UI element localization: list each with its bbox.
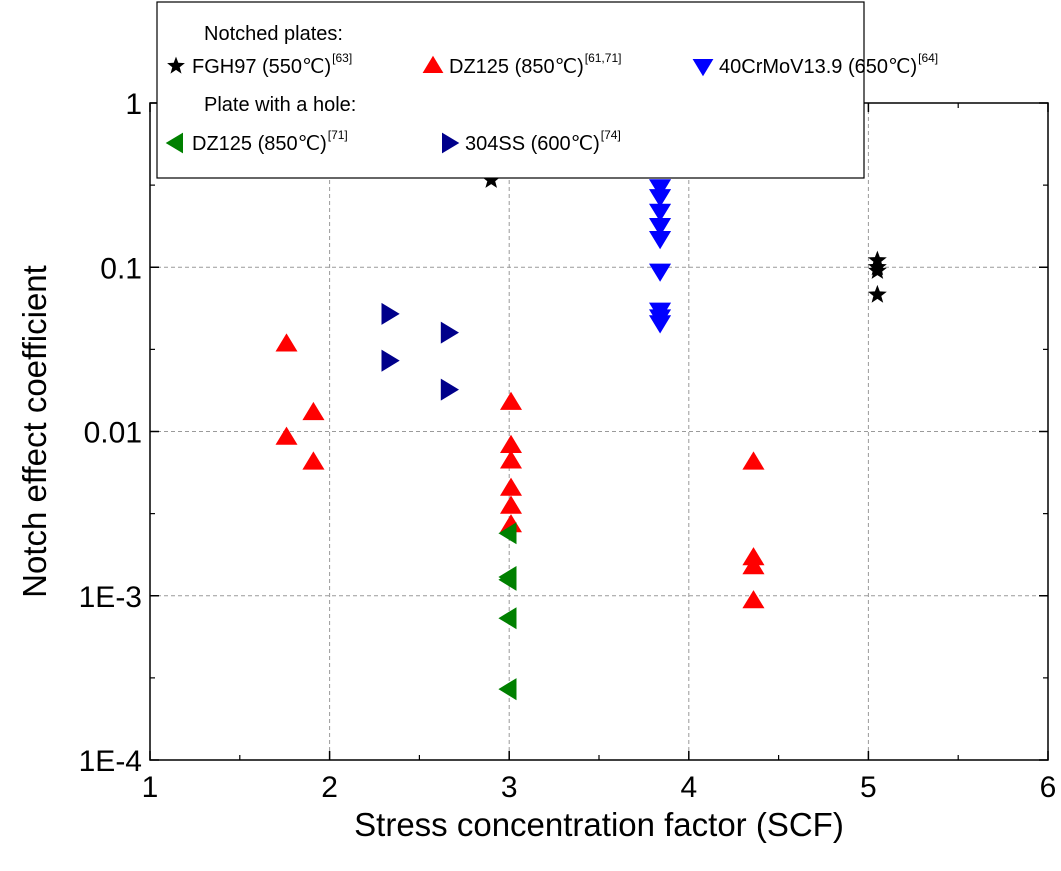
legend-marker — [167, 56, 185, 74]
data-point-series-3 — [498, 522, 517, 545]
data-point-series-1 — [302, 401, 325, 421]
x-axis-title: Stress concentration factor (SCF) — [354, 806, 844, 843]
data-point-series-1 — [302, 451, 325, 470]
y-tick-label: 0.01 — [84, 417, 142, 450]
axis-titles: Stress concentration factor (SCF) Notch … — [16, 265, 844, 843]
data-point-series-0 — [481, 170, 501, 188]
y-tick-label: 1E-3 — [79, 581, 142, 614]
data-point-series-2 — [649, 263, 672, 282]
legend-marker — [442, 132, 460, 154]
data-point-series-2 — [649, 203, 672, 222]
legend-marker — [422, 55, 444, 73]
data-point-series-4 — [381, 302, 400, 325]
y-tick-label: 0.1 — [100, 252, 142, 285]
x-tick-label: 6 — [1040, 771, 1057, 804]
y-tick-label: 1E-4 — [79, 745, 142, 778]
data-point-series-2 — [649, 179, 672, 198]
legend: Notched plates: FGH97 (550℃) [63] DZ125 (85… — [156, 1, 938, 179]
x-tick-label: 3 — [501, 771, 518, 804]
legend-ref: [64] — [918, 51, 938, 65]
legend-label: DZ125 (850℃) — [449, 56, 584, 78]
legend-label: 40CrMoV13.9 (650℃) — [719, 56, 917, 78]
legend-label: DZ125 (850℃) — [192, 133, 327, 155]
data-point-series-1 — [500, 391, 522, 410]
data-point-series-1 — [500, 434, 522, 453]
data-points — [275, 170, 887, 701]
legend-label: 304SS (600℃) — [465, 133, 600, 155]
legend-heading: Plate with a hole: — [204, 94, 356, 116]
data-point-series-1 — [500, 450, 522, 469]
y-tick-label: 1 — [125, 88, 142, 121]
data-point-series-2 — [649, 315, 672, 334]
data-point-series-0 — [868, 284, 887, 303]
data-point-series-1 — [742, 556, 765, 575]
data-point-series-1 — [275, 333, 298, 352]
legend-label: FGH97 (550℃) — [192, 56, 331, 78]
data-point-series-4 — [440, 321, 459, 344]
data-point-series-0 — [868, 261, 887, 279]
data-point-series-2 — [649, 218, 672, 237]
legend-ref: [71] — [328, 128, 348, 142]
data-point-series-3 — [498, 607, 517, 630]
legend-box — [156, 1, 865, 179]
data-point-series-1 — [500, 477, 522, 496]
y-axis-title: Notch effect coefficient — [16, 265, 53, 598]
legend-heading: Notched plates: — [204, 23, 343, 45]
data-point-series-3 — [498, 568, 517, 591]
data-point-series-1 — [500, 495, 522, 514]
axis-ticks: 1 2 3 4 5 6 1E-4 1E-3 0.01 0.1 1 — [79, 88, 1057, 804]
legend-ref: [74] — [601, 128, 621, 142]
data-point-series-3 — [498, 678, 517, 701]
data-point-series-2 — [649, 231, 672, 250]
legend-marker — [165, 132, 183, 154]
x-tick-label: 4 — [680, 771, 697, 804]
legend-ref: [61,71] — [585, 51, 622, 65]
data-point-series-2 — [649, 189, 672, 208]
x-tick-label: 2 — [321, 771, 338, 804]
data-point-series-4 — [440, 378, 459, 401]
data-point-series-1 — [742, 590, 765, 609]
x-tick-label: 5 — [860, 771, 877, 804]
data-point-series-1 — [275, 426, 298, 445]
legend-ref: [63] — [332, 51, 352, 65]
grid — [150, 103, 1048, 760]
data-point-series-1 — [742, 451, 765, 470]
legend-marker — [692, 59, 714, 77]
data-point-series-4 — [381, 349, 400, 372]
x-tick-label: 1 — [142, 771, 159, 804]
